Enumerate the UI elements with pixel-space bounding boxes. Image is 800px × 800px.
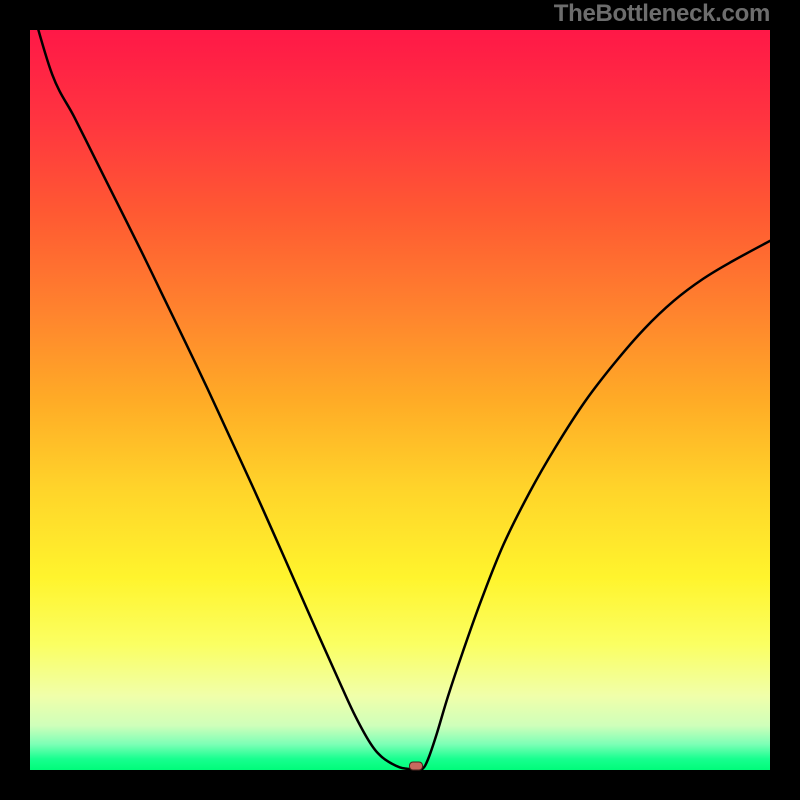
- chart-curve-layer: [0, 0, 800, 800]
- chart-curve: [422, 241, 770, 769]
- chart-curve: [30, 0, 411, 769]
- chart-container: TheBottleneck.com: [0, 0, 800, 800]
- chart-minimum-marker: [409, 762, 423, 771]
- watermark-text: TheBottleneck.com: [554, 0, 770, 28]
